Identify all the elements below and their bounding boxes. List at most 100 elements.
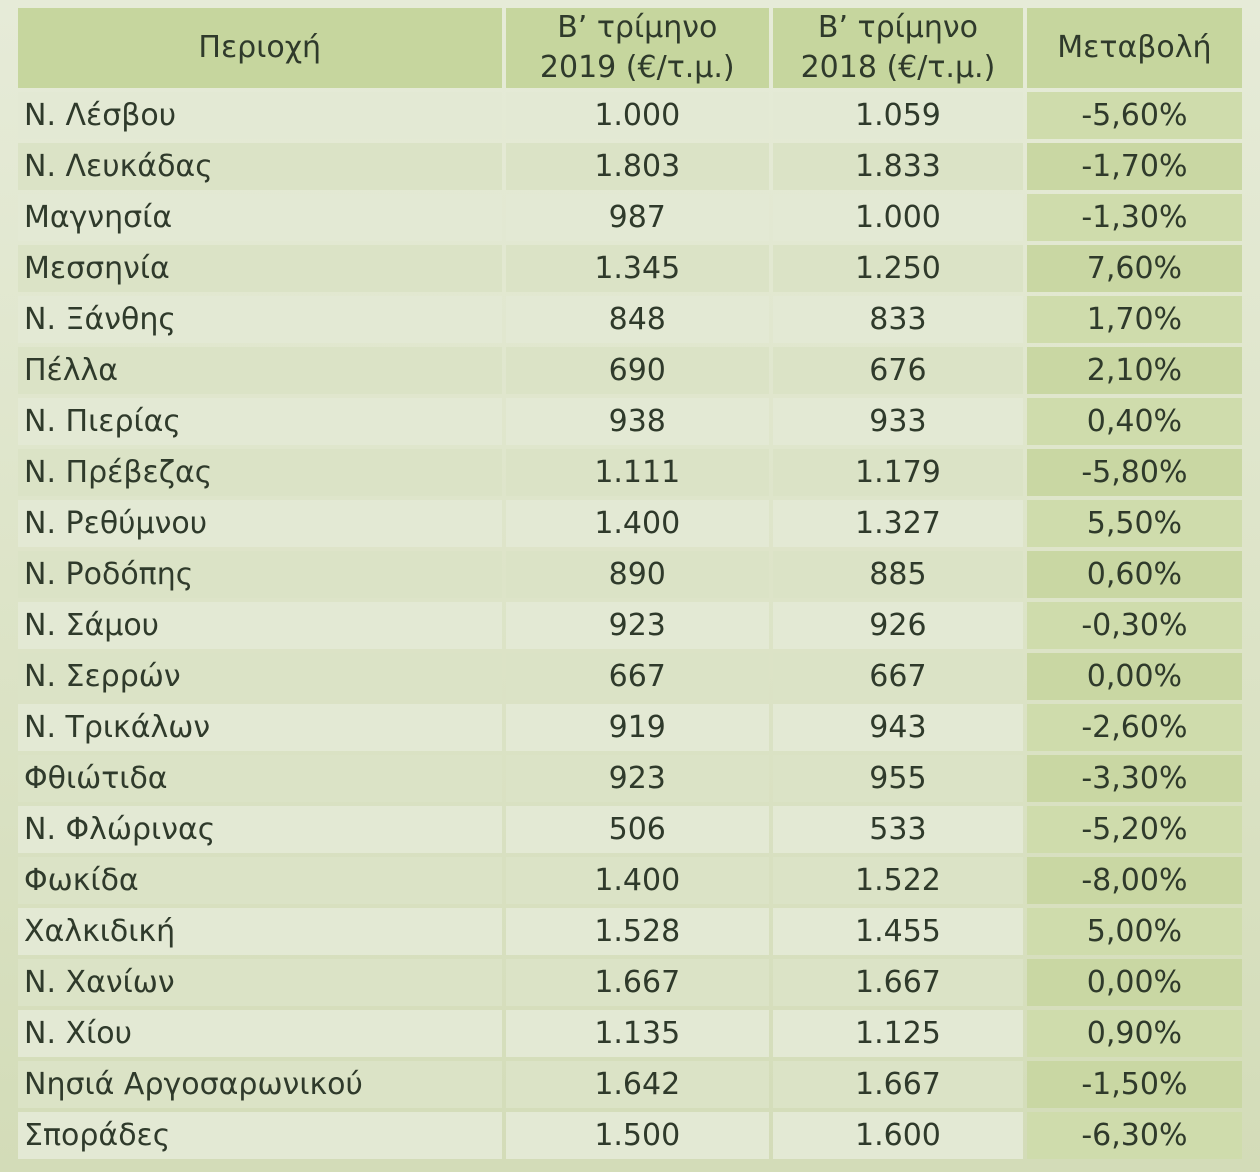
price-2019-cell: 919 — [505, 704, 770, 751]
region-cell: Ν. Ξάνθης — [18, 296, 502, 343]
table-row: Μεσσηνία 1.345 1.250 7,60% — [18, 245, 1242, 292]
header-q2-2019: Β’ τρίμηνο 2019 (€/τ.μ.) — [505, 8, 770, 88]
table-row: Νησιά Αργοσαρωνικού 1.642 1.667 -1,50% — [18, 1061, 1242, 1108]
price-2018-cell: 955 — [773, 755, 1023, 802]
region-cell: Ν. Τρικάλων — [18, 704, 502, 751]
price-2018-cell: 943 — [773, 704, 1023, 751]
change-cell: -2,60% — [1026, 704, 1242, 751]
price-2018-cell: 676 — [773, 347, 1023, 394]
header-q2-2018: Β’ τρίμηνο 2018 (€/τ.μ.) — [773, 8, 1023, 88]
price-2019-cell: 1.528 — [505, 908, 770, 955]
price-2019-cell: 667 — [505, 653, 770, 700]
price-2018-cell: 1.833 — [773, 143, 1023, 190]
price-2019-cell: 1.400 — [505, 500, 770, 547]
price-2019-cell: 1.345 — [505, 245, 770, 292]
header-q2-2018-line1: Β’ τρίμηνο — [817, 10, 978, 45]
price-2018-cell: 533 — [773, 806, 1023, 853]
change-cell: -1,70% — [1026, 143, 1242, 190]
change-cell: 2,10% — [1026, 347, 1242, 394]
price-2018-cell: 1.000 — [773, 194, 1023, 241]
price-2019-cell: 1.000 — [505, 92, 770, 139]
price-2019-cell: 987 — [505, 194, 770, 241]
region-cell: Ν. Πρέβεζας — [18, 449, 502, 496]
region-cell: Ν. Φλώρινας — [18, 806, 502, 853]
change-cell: -5,80% — [1026, 449, 1242, 496]
region-cell: Χαλκιδική — [18, 908, 502, 955]
region-cell: Φθιώτιδα — [18, 755, 502, 802]
region-cell: Ν. Ροδόπης — [18, 551, 502, 598]
price-2018-cell: 1.600 — [773, 1112, 1023, 1159]
region-cell: Ν. Σάμου — [18, 602, 502, 649]
price-2018-cell: 1.667 — [773, 1061, 1023, 1108]
price-2018-cell: 833 — [773, 296, 1023, 343]
table-row: Ν. Σερρών 667 667 0,00% — [18, 653, 1242, 700]
table-row: Ν. Χίου 1.135 1.125 0,90% — [18, 1010, 1242, 1057]
price-2019-cell: 923 — [505, 755, 770, 802]
price-2018-cell: 1.059 — [773, 92, 1023, 139]
table-row: Ν. Χανίων 1.667 1.667 0,00% — [18, 959, 1242, 1006]
change-cell: -3,30% — [1026, 755, 1242, 802]
change-cell: -8,00% — [1026, 857, 1242, 904]
price-2018-cell: 933 — [773, 398, 1023, 445]
table-row: Χαλκιδική 1.528 1.455 5,00% — [18, 908, 1242, 955]
table-row: Ν. Ρεθύμνου 1.400 1.327 5,50% — [18, 500, 1242, 547]
header-change: Μεταβολή — [1026, 8, 1242, 88]
region-cell: Ν. Σερρών — [18, 653, 502, 700]
region-cell: Ν. Λέσβου — [18, 92, 502, 139]
change-cell: 0,00% — [1026, 653, 1242, 700]
price-2019-cell: 848 — [505, 296, 770, 343]
change-cell: 0,60% — [1026, 551, 1242, 598]
table-row: Ν. Τρικάλων 919 943 -2,60% — [18, 704, 1242, 751]
price-2018-cell: 926 — [773, 602, 1023, 649]
change-cell: -5,20% — [1026, 806, 1242, 853]
price-2019-cell: 890 — [505, 551, 770, 598]
table-row: Ν. Ξάνθης 848 833 1,70% — [18, 296, 1242, 343]
table-row: Σποράδες 1.500 1.600 -6,30% — [18, 1112, 1242, 1159]
header-row: Περιοχή Β’ τρίμηνο 2019 (€/τ.μ.) Β’ τρίμ… — [18, 8, 1242, 88]
table-row: Ν. Σάμου 923 926 -0,30% — [18, 602, 1242, 649]
table-row: Φωκίδα 1.400 1.522 -8,00% — [18, 857, 1242, 904]
header-region: Περιοχή — [18, 8, 502, 88]
price-2018-cell: 885 — [773, 551, 1023, 598]
price-2018-cell: 1.250 — [773, 245, 1023, 292]
price-2019-cell: 1.111 — [505, 449, 770, 496]
change-cell: 0,40% — [1026, 398, 1242, 445]
change-cell: -1,30% — [1026, 194, 1242, 241]
region-cell: Ν. Λευκάδας — [18, 143, 502, 190]
header-q2-2018-line2: 2018 (€/τ.μ.) — [800, 50, 996, 85]
price-2019-cell: 1.500 — [505, 1112, 770, 1159]
change-cell: 0,00% — [1026, 959, 1242, 1006]
price-2019-cell: 923 — [505, 602, 770, 649]
table-row: Πέλλα 690 676 2,10% — [18, 347, 1242, 394]
price-2018-cell: 667 — [773, 653, 1023, 700]
table-row: Ν. Πρέβεζας 1.111 1.179 -5,80% — [18, 449, 1242, 496]
table-body: Ν. Λέσβου 1.000 1.059 -5,60% Ν. Λευκάδας 1.80… — [18, 92, 1242, 1159]
price-2018-cell: 1.522 — [773, 857, 1023, 904]
table-row: Ν. Πιερίας 938 933 0,40% — [18, 398, 1242, 445]
price-2018-cell: 1.667 — [773, 959, 1023, 1006]
change-cell: 1,70% — [1026, 296, 1242, 343]
region-cell: Νησιά Αργοσαρωνικού — [18, 1061, 502, 1108]
table-row: Ν. Λευκάδας 1.803 1.833 -1,70% — [18, 143, 1242, 190]
change-cell: -1,50% — [1026, 1061, 1242, 1108]
region-cell: Πέλλα — [18, 347, 502, 394]
price-2019-cell: 1.400 — [505, 857, 770, 904]
change-cell: 0,90% — [1026, 1010, 1242, 1057]
price-2018-cell: 1.125 — [773, 1010, 1023, 1057]
region-cell: Ν. Ρεθύμνου — [18, 500, 502, 547]
price-2019-cell: 1.667 — [505, 959, 770, 1006]
region-cell: Ν. Χίου — [18, 1010, 502, 1057]
region-cell: Μεσσηνία — [18, 245, 502, 292]
price-2019-cell: 506 — [505, 806, 770, 853]
change-cell: 5,00% — [1026, 908, 1242, 955]
price-2019-cell: 1.803 — [505, 143, 770, 190]
price-2019-cell: 938 — [505, 398, 770, 445]
price-2019-cell: 1.642 — [505, 1061, 770, 1108]
change-cell: -6,30% — [1026, 1112, 1242, 1159]
table-row: Ν. Φλώρινας 506 533 -5,20% — [18, 806, 1242, 853]
table-row: Μαγνησία 987 1.000 -1,30% — [18, 194, 1242, 241]
price-table: Περιοχή Β’ τρίμηνο 2019 (€/τ.μ.) Β’ τρίμ… — [14, 4, 1246, 1163]
region-cell: Φωκίδα — [18, 857, 502, 904]
change-cell: -5,60% — [1026, 92, 1242, 139]
